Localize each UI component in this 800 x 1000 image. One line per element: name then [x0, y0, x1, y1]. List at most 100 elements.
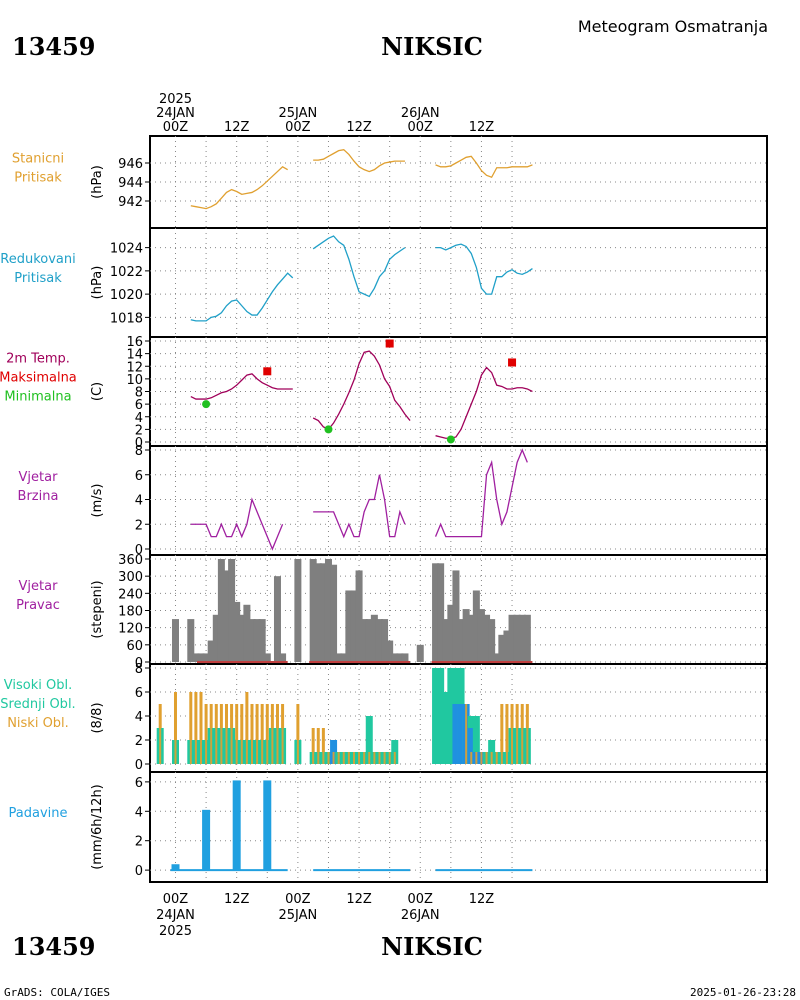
wind-dir-bar — [488, 619, 496, 662]
cloud-low-overlay — [337, 752, 340, 764]
y-tick-label: 6 — [135, 776, 143, 791]
cloud-low-overlay — [210, 704, 213, 764]
tmax-marker — [385, 339, 394, 348]
y-tick-label: 12 — [126, 360, 143, 375]
y-tick-label: 6 — [135, 686, 143, 701]
wind-dir-bar — [212, 614, 220, 662]
wind-dir-bar — [360, 619, 368, 662]
cloud-low-overlay — [526, 704, 529, 764]
cloud-low-overlay — [230, 704, 233, 764]
y-tick-label: 0 — [135, 543, 143, 558]
cloud-low-overlay — [256, 704, 259, 764]
wind-dir-bar — [248, 619, 256, 662]
cloud-low-overlay — [500, 704, 503, 764]
panel-title-line: Niski Obl. — [7, 716, 69, 731]
wind-dir-bar — [442, 619, 450, 662]
cloud-low-overlay — [327, 752, 330, 764]
time-label-top-2-1: 00Z — [285, 120, 311, 135]
y-axis-label: (hPa) — [90, 266, 105, 300]
wind-dir-bar — [498, 634, 506, 662]
series-line-2 — [434, 448, 528, 538]
cloud-low-overlay — [516, 704, 519, 764]
y-tick-label: 180 — [118, 605, 143, 620]
time-label-top-2-0: 25JAN — [278, 106, 317, 121]
y-axis-label: (mm/6h/12h) — [90, 784, 105, 870]
wind-dir-bar — [324, 559, 332, 662]
wind-dir-bar — [309, 559, 317, 662]
footer-timestamp: 2025-01-26-23:28 — [690, 986, 796, 999]
station-id-bottom: 13459 — [12, 932, 96, 961]
wind-dir-bar — [263, 653, 271, 662]
station-name-top: NIKSIC — [381, 32, 483, 61]
wind-dir-bar — [437, 563, 445, 662]
wind-dir-bar — [258, 619, 266, 662]
cloud-high-bar — [437, 668, 445, 764]
series-line-0 — [190, 272, 294, 322]
y-tick-label: 4 — [135, 411, 143, 426]
wind-dir-bar — [253, 619, 261, 662]
y-axis-label: (hPa) — [90, 165, 105, 199]
time-label-bottom-2-1: 25JAN — [278, 908, 317, 923]
y-tick-label: 0 — [135, 864, 143, 879]
wind-dir-bar — [238, 614, 246, 662]
cloud-low-overlay — [281, 704, 284, 764]
panel-title-line: Redukovani — [0, 252, 75, 267]
cloud-low-overlay — [521, 704, 524, 764]
cloud-low-overlay — [465, 704, 468, 764]
panel-precipitation: 0 2 4 6 (mm/6h/12h) Padavine — [9, 771, 768, 883]
y-axis-label: (8/8) — [90, 702, 105, 733]
wind-dir-bar — [432, 563, 440, 662]
y-tick-label: 16 — [126, 335, 143, 350]
y-tick-label: 360 — [118, 553, 143, 568]
precip-bar — [232, 780, 241, 871]
panel-frame — [149, 336, 768, 447]
panel-sea_level_pressure: 1018 1020 1022 1024 (hPa) Redukovani Pritisak — [0, 227, 768, 338]
cloud-low-overlay — [189, 692, 192, 764]
precip-bar — [263, 780, 272, 871]
wind-dir-bar — [187, 619, 195, 662]
panel-title-line: Visoki Obl. — [4, 678, 72, 693]
cloud-low-overlay — [332, 752, 335, 764]
y-tick-label: 10 — [126, 373, 143, 388]
panel-title-line: Pravac — [16, 598, 60, 613]
y-axis-label: (stepeni) — [90, 580, 105, 638]
time-label-bottom-2-0: 00Z — [285, 892, 311, 907]
y-tick-label: 0 — [135, 656, 143, 671]
y-tick-label: 1020 — [110, 288, 143, 303]
wind-dir-bar — [350, 590, 358, 662]
y-tick-label: 300 — [118, 570, 143, 585]
cloud-low-overlay — [383, 752, 386, 764]
panel-title-line: Minimalna — [4, 390, 71, 405]
y-tick-label: 120 — [118, 622, 143, 637]
cloud-high-bar — [472, 716, 480, 764]
wind-dir-bar — [355, 570, 363, 662]
panel-title-line: Vjetar — [19, 579, 59, 594]
wind-dir-bar — [314, 563, 322, 662]
panel-title-line: Brzina — [18, 489, 59, 504]
station-id-top: 13459 — [12, 32, 96, 61]
y-tick-label: 0 — [135, 436, 143, 451]
cloud-low-overlay — [322, 728, 325, 764]
wind-dir-bar — [447, 604, 455, 662]
cloud-low-overlay — [505, 704, 508, 764]
series-line-1 — [312, 235, 406, 298]
cloud-mid-bar — [457, 704, 465, 764]
cloud-low-overlay — [225, 704, 228, 764]
y-tick-label: 6 — [135, 469, 143, 484]
cloud-low-overlay — [159, 704, 162, 764]
tmin-marker — [202, 400, 211, 409]
wind-dir-bar — [345, 590, 353, 662]
wind-dir-bar — [513, 614, 521, 662]
cloud-low-overlay — [480, 752, 483, 764]
cloud-low-overlay — [271, 704, 274, 764]
wind-dir-bar — [396, 653, 404, 662]
y-tick-label: 0 — [135, 758, 143, 773]
cloud-high-bar — [447, 668, 455, 764]
wind-dir-bar — [330, 564, 338, 662]
time-label-bottom-1-0: 12Z — [224, 892, 250, 907]
cloud-high-bar — [442, 692, 450, 764]
wind-dir-bar — [192, 653, 200, 662]
wind-dir-bar — [493, 653, 501, 662]
